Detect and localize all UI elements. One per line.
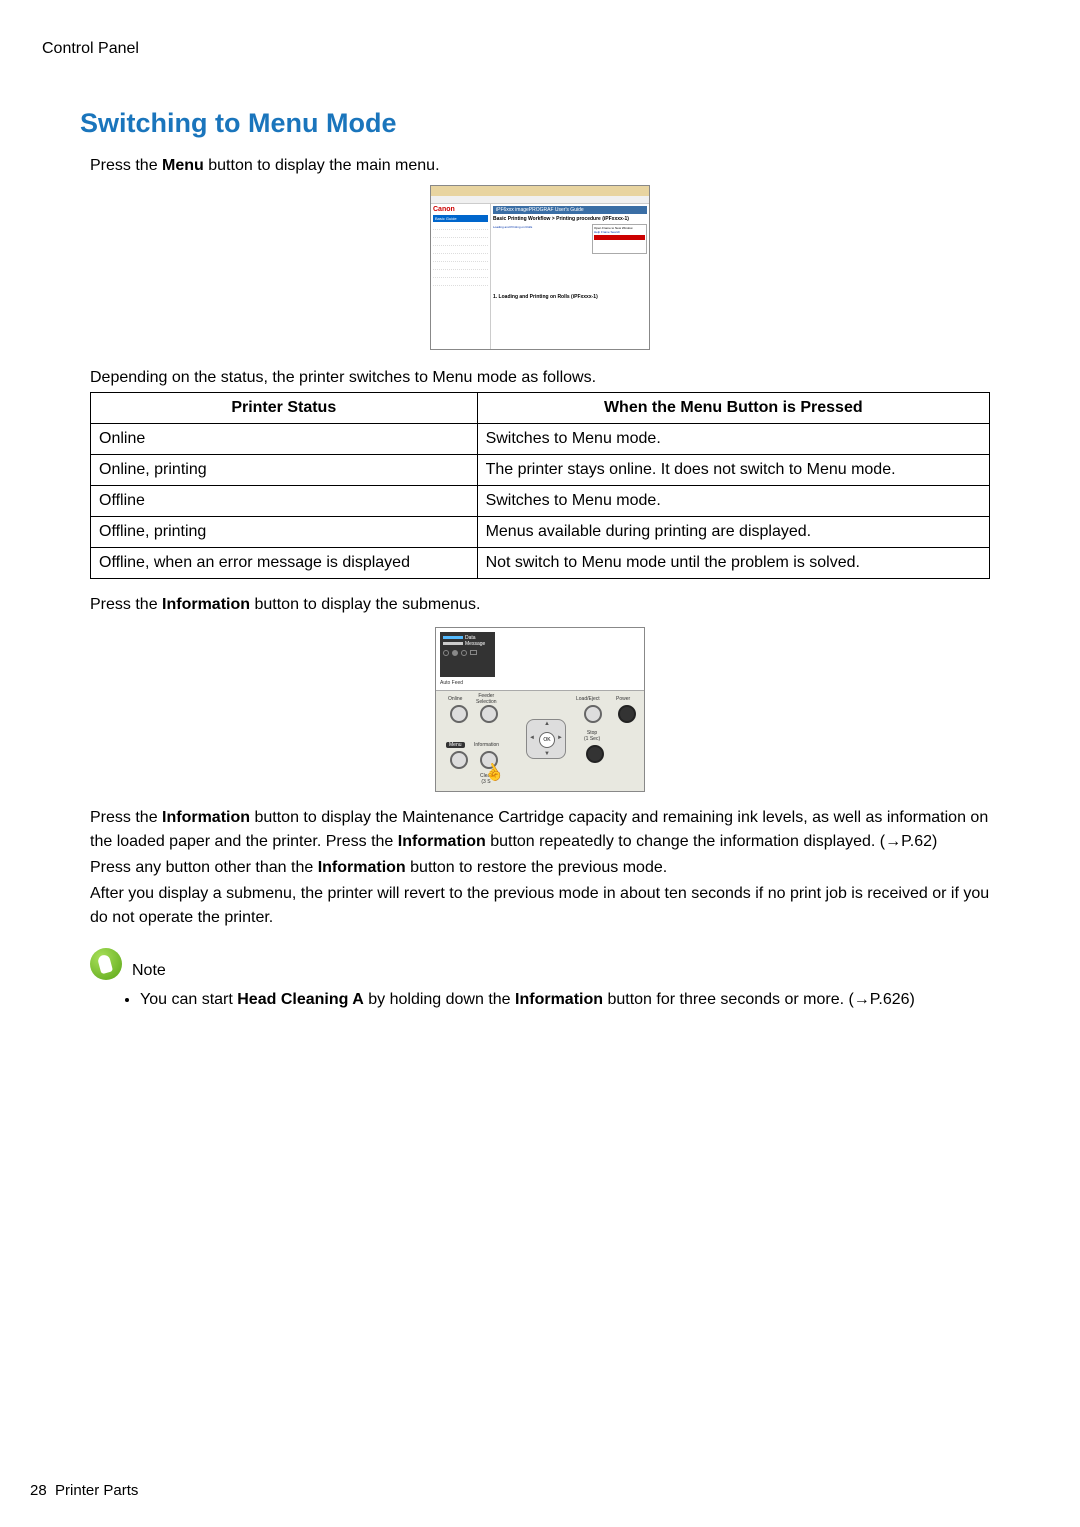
note-icon <box>90 948 122 980</box>
note-label: Note <box>132 962 166 980</box>
intro-text: Press the Menu button to display the mai… <box>90 157 990 175</box>
manual-screenshot: Canon Basic Guide iPF6xxx imagePROGRAF U… <box>430 185 650 350</box>
table-row: Offline, printing Menus available during… <box>91 517 990 548</box>
info-box: Open Frame to New Window Help Frame Sear… <box>592 224 647 254</box>
table-cell: The printer stays online. It does not sw… <box>477 455 989 486</box>
text: Press the <box>90 596 162 613</box>
text-bold: Information <box>162 596 250 613</box>
side-item <box>433 262 488 270</box>
table-header: Printer Status <box>91 393 478 424</box>
canon-logo: Canon <box>433 206 488 213</box>
content-subtitle: Basic Printing Workflow > Printing proce… <box>493 216 647 222</box>
para-1: Press the Information button to display … <box>90 806 990 854</box>
online-label: Online <box>448 696 462 702</box>
para-2: Press any button other than the Informat… <box>90 856 990 880</box>
note-header: Note <box>90 948 990 980</box>
ok-button: OK <box>539 732 555 748</box>
table-cell: Menus available during printing are disp… <box>477 517 989 548</box>
power-label: Power <box>616 696 630 702</box>
breadcrumb: Control Panel <box>42 40 990 58</box>
side-item <box>433 270 488 278</box>
box-line <box>594 240 645 244</box>
section-text <box>493 302 647 306</box>
side-item <box>433 254 488 262</box>
table-cell: Offline <box>91 486 478 517</box>
stop-button <box>586 745 604 763</box>
feeder-button <box>480 705 498 723</box>
power-button <box>618 705 636 723</box>
footer-section: Printer Parts <box>55 1482 138 1499</box>
side-item <box>433 222 488 230</box>
table-row: Offline, when an error message is displa… <box>91 548 990 579</box>
note-list: You can start Head Cleaning A by holding… <box>120 988 990 1012</box>
side-item <box>433 238 488 246</box>
table-cell: Online <box>91 424 478 455</box>
table-cell: Offline, printing <box>91 517 478 548</box>
side-item <box>433 230 488 238</box>
page-footer: 28 Printer Parts <box>30 1482 138 1499</box>
autofeed-label: Auto Feed <box>440 680 463 686</box>
stop-label: Stop (1 Sec) <box>584 730 600 742</box>
content-title: iPF6xxx imagePROGRAF User's Guide <box>493 206 647 214</box>
table-row: Offline Switches to Menu mode. <box>91 486 990 517</box>
note-item: You can start Head Cleaning A by holding… <box>140 988 990 1012</box>
feeder-label: Feeder Selection <box>476 693 497 705</box>
table-cell: Switches to Menu mode. <box>477 424 989 455</box>
footer-page: 28 <box>30 1482 47 1499</box>
text-bold: Menu <box>162 157 204 174</box>
text: button to display the main menu. <box>204 157 440 174</box>
loadeject-button <box>584 705 602 723</box>
online-button <box>450 705 468 723</box>
menu-button <box>450 751 468 769</box>
submenu-text: Press the Information button to display … <box>90 593 990 617</box>
section-title: 1. Loading and Printing on Rolls (iPFxxx… <box>493 294 647 300</box>
table-cell: Not switch to Menu mode until the proble… <box>477 548 989 579</box>
table-row: Online Switches to Menu mode. <box>91 424 990 455</box>
table-row: Online, printing The printer stays onlin… <box>91 455 990 486</box>
information-label: Information <box>474 742 499 748</box>
page-title: Switching to Menu Mode <box>80 108 990 139</box>
menu-label: Menu <box>446 742 465 748</box>
table-cell: Switches to Menu mode. <box>477 486 989 517</box>
dpad: OK ▲ ▼ ◄ ► <box>526 719 566 759</box>
side-item <box>433 278 488 286</box>
side-top-item: Basic Guide <box>433 215 488 222</box>
table-cell: Online, printing <box>91 455 478 486</box>
side-item <box>433 246 488 254</box>
control-panel-diagram: Data Message Auto Feed Online Feeder Sel… <box>435 627 645 792</box>
text: button to display the submenus. <box>250 596 480 613</box>
table-header: When the Menu Button is Pressed <box>477 393 989 424</box>
loadeject-label: Load/Eject <box>576 696 600 702</box>
lcd-screen: Data Message <box>440 632 495 677</box>
para-3: After you display a submenu, the printer… <box>90 882 990 930</box>
transition-text: Depending on the status, the printer swi… <box>90 366 990 390</box>
status-table: Printer Status When the Menu Button is P… <box>90 392 990 579</box>
table-cell: Offline, when an error message is displa… <box>91 548 478 579</box>
lcd-line: Message <box>465 641 485 647</box>
text: Press the <box>90 157 162 174</box>
box-line: Help Frame Search <box>594 230 645 234</box>
